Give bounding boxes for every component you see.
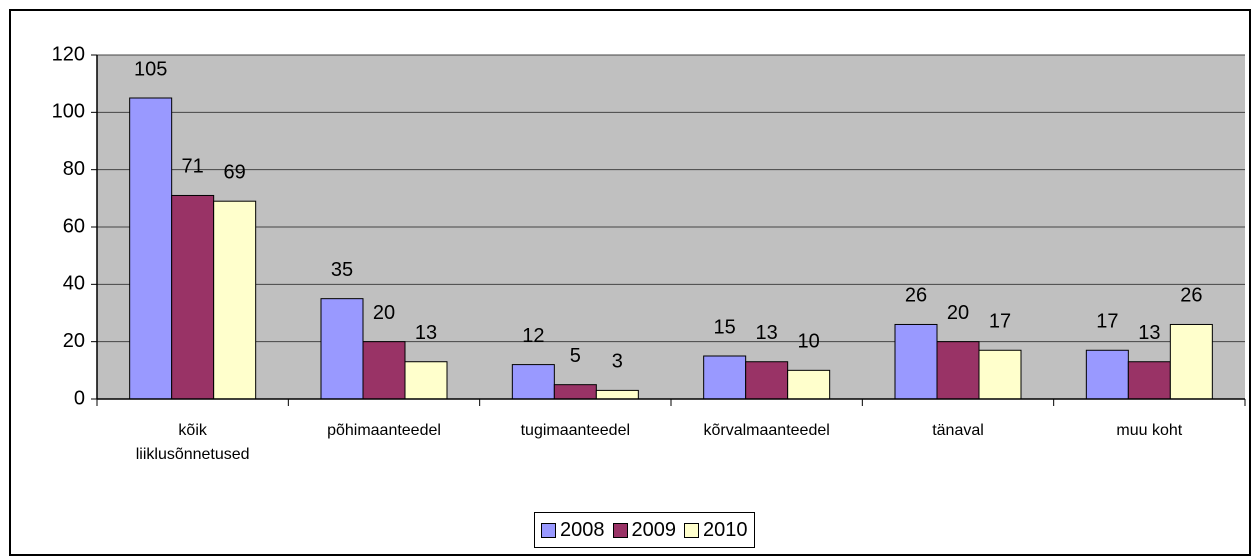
y-tick-label: 0: [74, 387, 85, 409]
legend-item: 2008: [541, 519, 605, 542]
bar: [703, 355, 747, 400]
data-label: 17: [1096, 311, 1118, 333]
bar: [171, 194, 215, 400]
bar: [129, 97, 173, 400]
data-label: 105: [134, 58, 167, 80]
legend-swatch: [612, 522, 628, 538]
bar: [1085, 349, 1129, 400]
x-tick-label: kõik liiklusõnnetused: [135, 422, 250, 463]
bar: [320, 298, 364, 400]
x-tick-label: tänaval: [932, 422, 984, 439]
bar: [1127, 361, 1171, 400]
bar: [553, 384, 597, 400]
x-tick-label: tugimaanteedel: [520, 422, 631, 439]
data-label: 13: [756, 322, 778, 344]
bar: [213, 200, 257, 400]
bar: [595, 389, 639, 400]
data-label: 15: [714, 316, 736, 338]
data-label: 26: [905, 285, 927, 307]
data-label: 3: [612, 351, 623, 373]
x-tick-label: muu koht: [1116, 422, 1183, 439]
data-label: 12: [522, 325, 544, 347]
y-tick-label: 120: [52, 43, 85, 65]
bar: [404, 361, 448, 400]
bar: [511, 364, 555, 400]
bar: [745, 361, 789, 400]
data-label: 69: [224, 161, 246, 183]
legend-item: 2009: [612, 518, 677, 542]
legend-swatch: [684, 522, 699, 538]
data-label: 20: [947, 302, 969, 324]
legend-item: 2010: [684, 519, 748, 542]
x-tick-label: põhimaanteedel: [327, 422, 441, 439]
legend-label: 2008: [560, 518, 605, 541]
bar: [936, 341, 980, 400]
data-label: 5: [570, 345, 581, 367]
legend-label: 2010: [703, 518, 748, 541]
bar: [787, 369, 831, 400]
bar: [978, 349, 1022, 400]
data-label: 71: [182, 156, 204, 178]
bar: [894, 323, 938, 400]
y-tick-label: 40: [63, 273, 85, 295]
data-label: 10: [798, 331, 820, 353]
bar: [1169, 323, 1213, 400]
y-tick-label: 60: [63, 215, 85, 237]
bar: [362, 341, 406, 400]
data-label: 13: [1138, 322, 1160, 344]
data-label: 20: [373, 302, 395, 324]
data-label: 26: [1180, 285, 1202, 307]
y-tick-label: 100: [52, 101, 85, 123]
x-tick-label: kõrvalmaanteedel: [703, 422, 830, 439]
y-tick-label: 80: [63, 158, 85, 180]
y-tick-label: 20: [63, 330, 85, 352]
legend-label: 2009: [631, 518, 677, 541]
legend: 2008 2009 2010: [534, 512, 755, 548]
data-label: 35: [331, 259, 353, 281]
data-label: 13: [415, 322, 437, 344]
data-label: 17: [989, 311, 1011, 333]
legend-swatch: [541, 522, 556, 538]
